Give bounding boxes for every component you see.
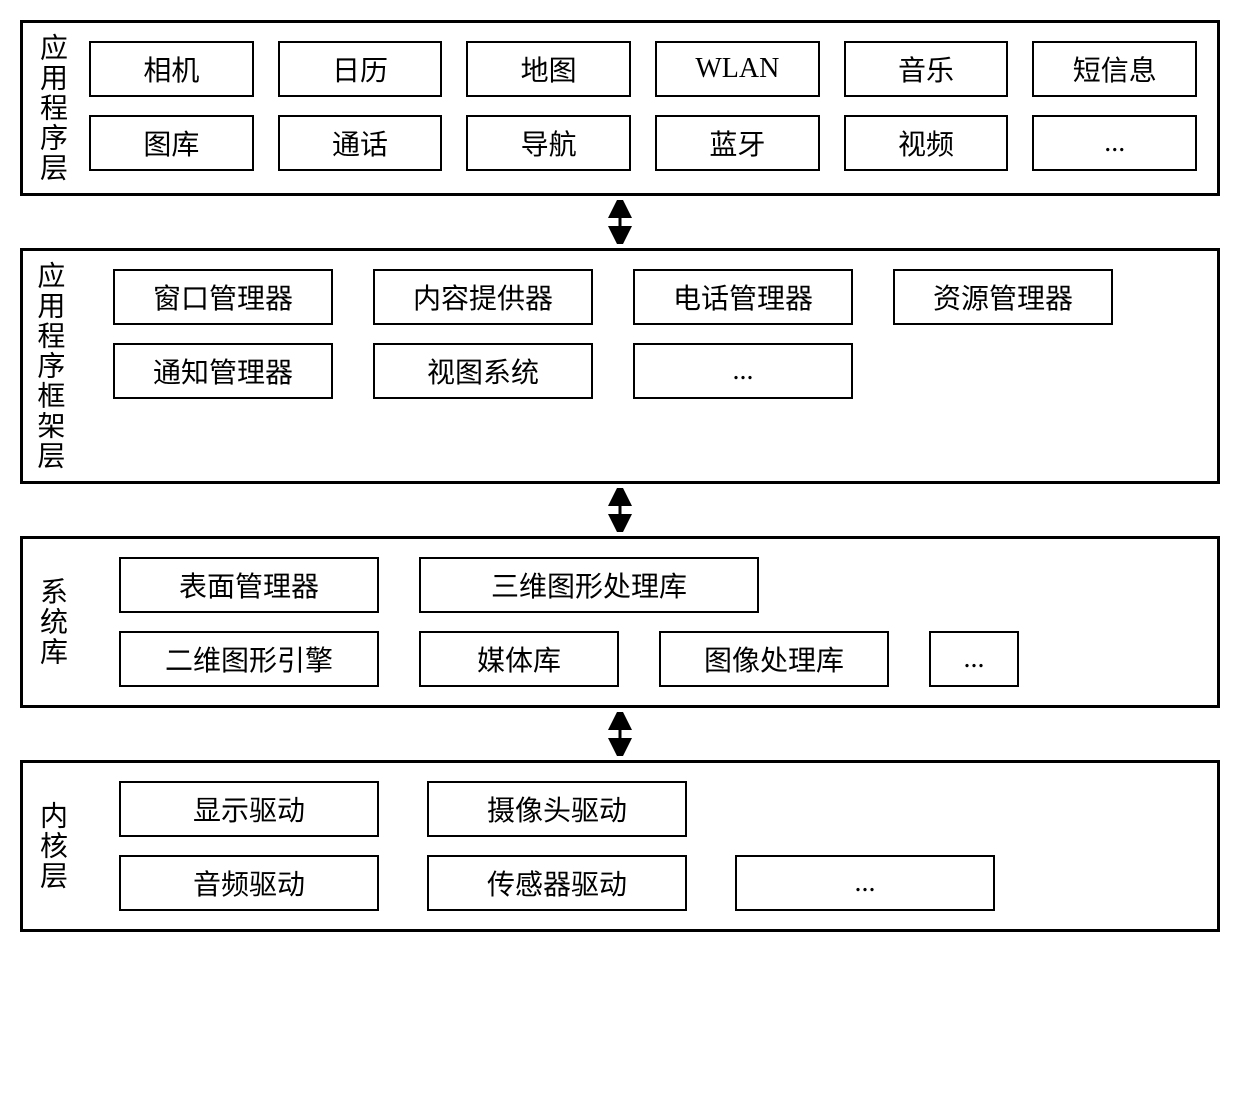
box-more-sys: ... (929, 631, 1019, 687)
box-surface-mgr: 表面管理器 (119, 557, 379, 613)
box-window-mgr: 窗口管理器 (113, 269, 333, 325)
layer-content-kernel: 显示驱动 摄像头驱动 音频驱动 传感器驱动 ... (79, 763, 1217, 929)
box-phone-mgr: 电话管理器 (633, 269, 853, 325)
box-resource-mgr: 资源管理器 (893, 269, 1113, 325)
box-camera: 相机 (89, 41, 254, 97)
box-3d-lib: 三维图形处理库 (419, 557, 759, 613)
sys-row-2: 二维图形引擎 媒体库 图像处理库 ... (119, 631, 1177, 687)
layer-kernel: 内核层 显示驱动 摄像头驱动 音频驱动 传感器驱动 ... (20, 760, 1220, 932)
layer-content-framework: 窗口管理器 内容提供器 电话管理器 资源管理器 通知管理器 视图系统 ... (73, 251, 1217, 481)
layer-label-kernel: 内核层 (23, 763, 79, 929)
box-call: 通话 (278, 115, 443, 171)
box-2d-engine: 二维图形引擎 (119, 631, 379, 687)
layer-label-framework: 应用程序框架层 (23, 251, 73, 481)
sys-row-1: 表面管理器 三维图形处理库 (119, 557, 1177, 613)
kernel-row-2: 音频驱动 传感器驱动 ... (119, 855, 1177, 911)
layer-label-system-lib: 系统库 (23, 539, 79, 705)
box-video: 视频 (844, 115, 1009, 171)
arrow-app-fw (20, 196, 1220, 248)
arrow-fw-sys (20, 484, 1220, 536)
kernel-row-1: 显示驱动 摄像头驱动 (119, 781, 1177, 837)
app-row-1: 相机 日历 地图 WLAN 音乐 短信息 (89, 41, 1197, 97)
box-display-drv: 显示驱动 (119, 781, 379, 837)
arrow-sys-kernel (20, 708, 1220, 760)
box-map: 地图 (466, 41, 631, 97)
layer-content-application: 相机 日历 地图 WLAN 音乐 短信息 图库 通话 导航 蓝牙 视频 ... (79, 23, 1217, 193)
box-more-fw: ... (633, 343, 853, 399)
box-more-kernel: ... (735, 855, 995, 911)
fw-row-2: 通知管理器 视图系统 ... (113, 343, 1177, 399)
box-music: 音乐 (844, 41, 1009, 97)
box-gallery: 图库 (89, 115, 254, 171)
layer-content-system-lib: 表面管理器 三维图形处理库 二维图形引擎 媒体库 图像处理库 ... (79, 539, 1217, 705)
layer-application: 应用程序层 相机 日历 地图 WLAN 音乐 短信息 图库 通话 导航 蓝牙 视… (20, 20, 1220, 196)
app-row-2: 图库 通话 导航 蓝牙 视频 ... (89, 115, 1197, 171)
box-calendar: 日历 (278, 41, 443, 97)
box-nav: 导航 (466, 115, 631, 171)
fw-row-1: 窗口管理器 内容提供器 电话管理器 资源管理器 (113, 269, 1177, 325)
box-camera-drv: 摄像头驱动 (427, 781, 687, 837)
box-sms: 短信息 (1032, 41, 1197, 97)
box-audio-drv: 音频驱动 (119, 855, 379, 911)
box-wlan: WLAN (655, 41, 820, 97)
box-more-apps: ... (1032, 115, 1197, 171)
box-bluetooth: 蓝牙 (655, 115, 820, 171)
box-sensor-drv: 传感器驱动 (427, 855, 687, 911)
box-view-system: 视图系统 (373, 343, 593, 399)
layer-label-application: 应用程序层 (23, 23, 79, 193)
layer-framework: 应用程序框架层 窗口管理器 内容提供器 电话管理器 资源管理器 通知管理器 视图… (20, 248, 1220, 484)
box-notify-mgr: 通知管理器 (113, 343, 333, 399)
architecture-diagram: 应用程序层 相机 日历 地图 WLAN 音乐 短信息 图库 通话 导航 蓝牙 视… (20, 20, 1220, 932)
box-image-lib: 图像处理库 (659, 631, 889, 687)
layer-system-lib: 系统库 表面管理器 三维图形处理库 二维图形引擎 媒体库 图像处理库 ... (20, 536, 1220, 708)
box-content-prov: 内容提供器 (373, 269, 593, 325)
box-media-lib: 媒体库 (419, 631, 619, 687)
